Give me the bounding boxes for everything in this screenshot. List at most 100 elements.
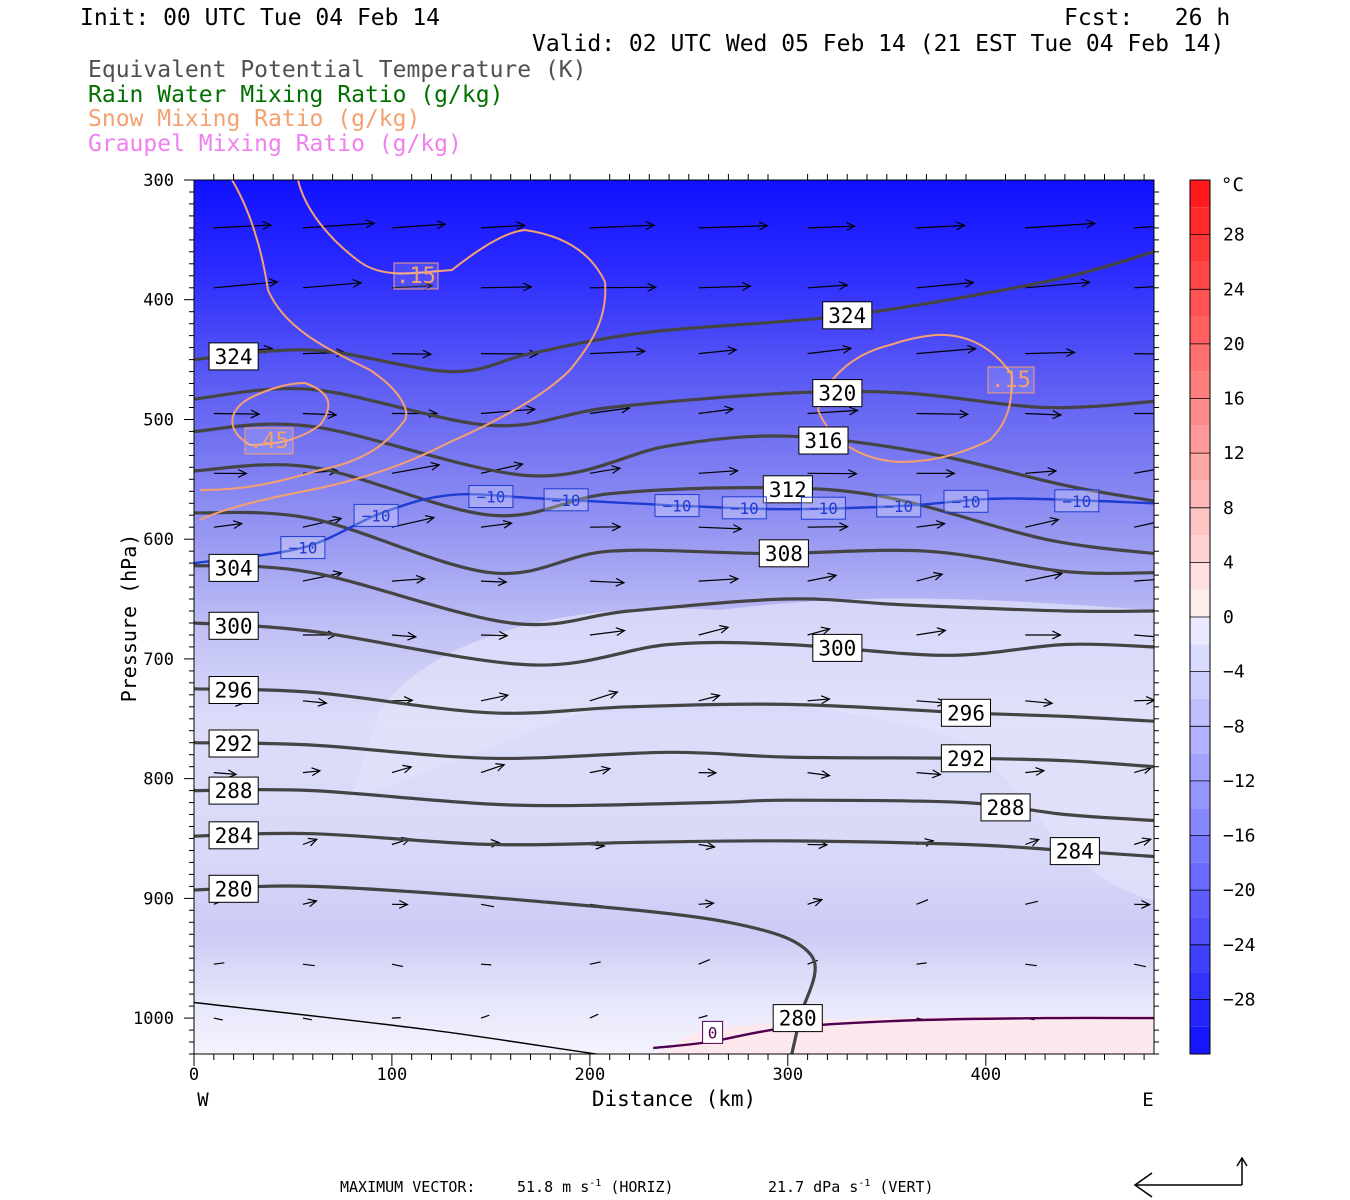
wind-vector [302, 697, 328, 707]
colorbar-bin [1190, 1026, 1210, 1054]
isotherm-label: 0 [702, 1020, 724, 1044]
wind-vector [807, 695, 831, 705]
contour-label: 312 [762, 475, 813, 504]
theta-e-contour-line [194, 250, 1154, 374]
wind-vector [1025, 278, 1091, 289]
wind-vector [391, 963, 404, 968]
contour-label-text: 304 [215, 557, 253, 581]
wind-vector [391, 631, 418, 641]
isotherm-label: −10 [280, 536, 326, 560]
wind-vector [302, 410, 338, 420]
wind-vector [916, 520, 946, 529]
colorbar-tick-label: 28 [1223, 225, 1245, 246]
colorbar-bin [1190, 671, 1210, 699]
wind-vector [480, 577, 508, 587]
forecast-hour: Fcst: 26 h [1064, 5, 1231, 31]
x-axis-title: Distance (km) [592, 1087, 756, 1111]
colorbar-bin [1190, 780, 1210, 809]
snow-contour-line [199, 180, 408, 491]
contour-label-text: 292 [947, 747, 985, 771]
wind-vector [698, 281, 752, 291]
isotherm-label: −10 [800, 496, 846, 520]
colorbar-bin [1190, 562, 1210, 590]
wind-vector [1134, 899, 1151, 909]
wind-vector [213, 962, 225, 965]
colorbar-bin [1190, 972, 1210, 1000]
x-tick-label: 0 [189, 1065, 199, 1085]
contour-label: 284 [208, 821, 259, 850]
theta-e-contour-line [194, 510, 1154, 576]
wind-vector [1025, 517, 1060, 528]
theta-e-contours [194, 250, 1154, 1054]
wind-vector [589, 282, 658, 292]
y-axis-title: Pressure (hPa) [117, 534, 141, 703]
wind-vector [391, 899, 409, 909]
colorbar-bin [1190, 507, 1210, 536]
isotherm-label: −10 [353, 503, 399, 527]
wind-vector [1134, 522, 1154, 528]
plot-frame [193, 179, 1155, 1055]
theta-e-contour-line [194, 463, 1154, 556]
colorbar-bin [1190, 726, 1210, 754]
colorbar-bin [1190, 453, 1210, 481]
legend-theta-e: Equivalent Potential Temperature (K) [88, 57, 587, 83]
wind-vector [213, 520, 244, 530]
footer-label: MAXIMUM VECTOR: [340, 1178, 475, 1196]
wind-vector [1025, 410, 1063, 420]
colorbar-unit: °C [1221, 174, 1244, 196]
wind-vector [589, 347, 647, 356]
contour-label-text: 324 [828, 304, 866, 328]
wind-vector [807, 344, 853, 355]
axes: 300 400 500 600 700 800 900 1000 0 100 200 300 400 [133, 171, 1159, 1085]
wind-vector [391, 1017, 401, 1019]
colorbar-tick-label: 8 [1223, 498, 1234, 519]
contour-label: 300 [208, 611, 259, 640]
wind-vector [589, 690, 619, 702]
colorbar-tick-label: −16 [1223, 826, 1256, 847]
wind-vector [916, 468, 956, 478]
wind-vector [589, 221, 656, 231]
isotherm-label: −10 [876, 494, 922, 518]
theta-e-contour-line [194, 787, 1154, 823]
wind-vector [480, 405, 537, 415]
isotherm-label-text: −10 [362, 506, 391, 525]
wind-vector [589, 577, 626, 587]
colorbar-tick-label: −8 [1223, 716, 1245, 737]
colorbar-bin [1190, 261, 1210, 290]
light-lowlevel-region [350, 598, 1154, 900]
wind-vector [1025, 219, 1097, 229]
init-time: Init: 00 UTC Tue 04 Feb 14 [80, 5, 441, 31]
isotherm-label: −10 [543, 488, 589, 512]
wind-vector [480, 903, 495, 908]
wind-vector [480, 461, 524, 474]
contour-label-text: 324 [215, 345, 253, 369]
y-tick-label: 700 [143, 650, 174, 670]
wind-vector [480, 763, 506, 774]
wind-vector [391, 764, 413, 774]
colorbar-bin [1190, 589, 1210, 617]
wind-vector [807, 222, 856, 231]
wind-vector [698, 768, 718, 778]
colorbar-bin [1190, 862, 1210, 891]
isotherm-label-text: −10 [663, 497, 692, 516]
colorbar-tick-label: 12 [1223, 443, 1245, 464]
wind-vector [589, 765, 612, 775]
contour-label: 284 [1049, 837, 1100, 866]
reference-vector-icon [1133, 1156, 1248, 1198]
y-tick-label: 1000 [133, 1009, 174, 1029]
theta-e-contour-line [194, 741, 1154, 769]
contour-label: 296 [940, 698, 992, 727]
wind-vector [1134, 837, 1153, 846]
wind-vector [698, 221, 769, 231]
wind-vector [698, 466, 739, 476]
colorbar-bin [1190, 890, 1210, 918]
colorbar-bin [1190, 480, 1210, 508]
wind-vector [698, 841, 716, 851]
isotherm-minus10 [194, 492, 1154, 565]
wind-vector [480, 963, 492, 966]
snow-label: .15 [396, 264, 436, 289]
contour-label-text: 308 [765, 542, 803, 566]
isotherm-label-text: −10 [552, 491, 581, 510]
colorbar-tick-label: 20 [1223, 334, 1245, 355]
colorbar-bin [1190, 698, 1210, 727]
